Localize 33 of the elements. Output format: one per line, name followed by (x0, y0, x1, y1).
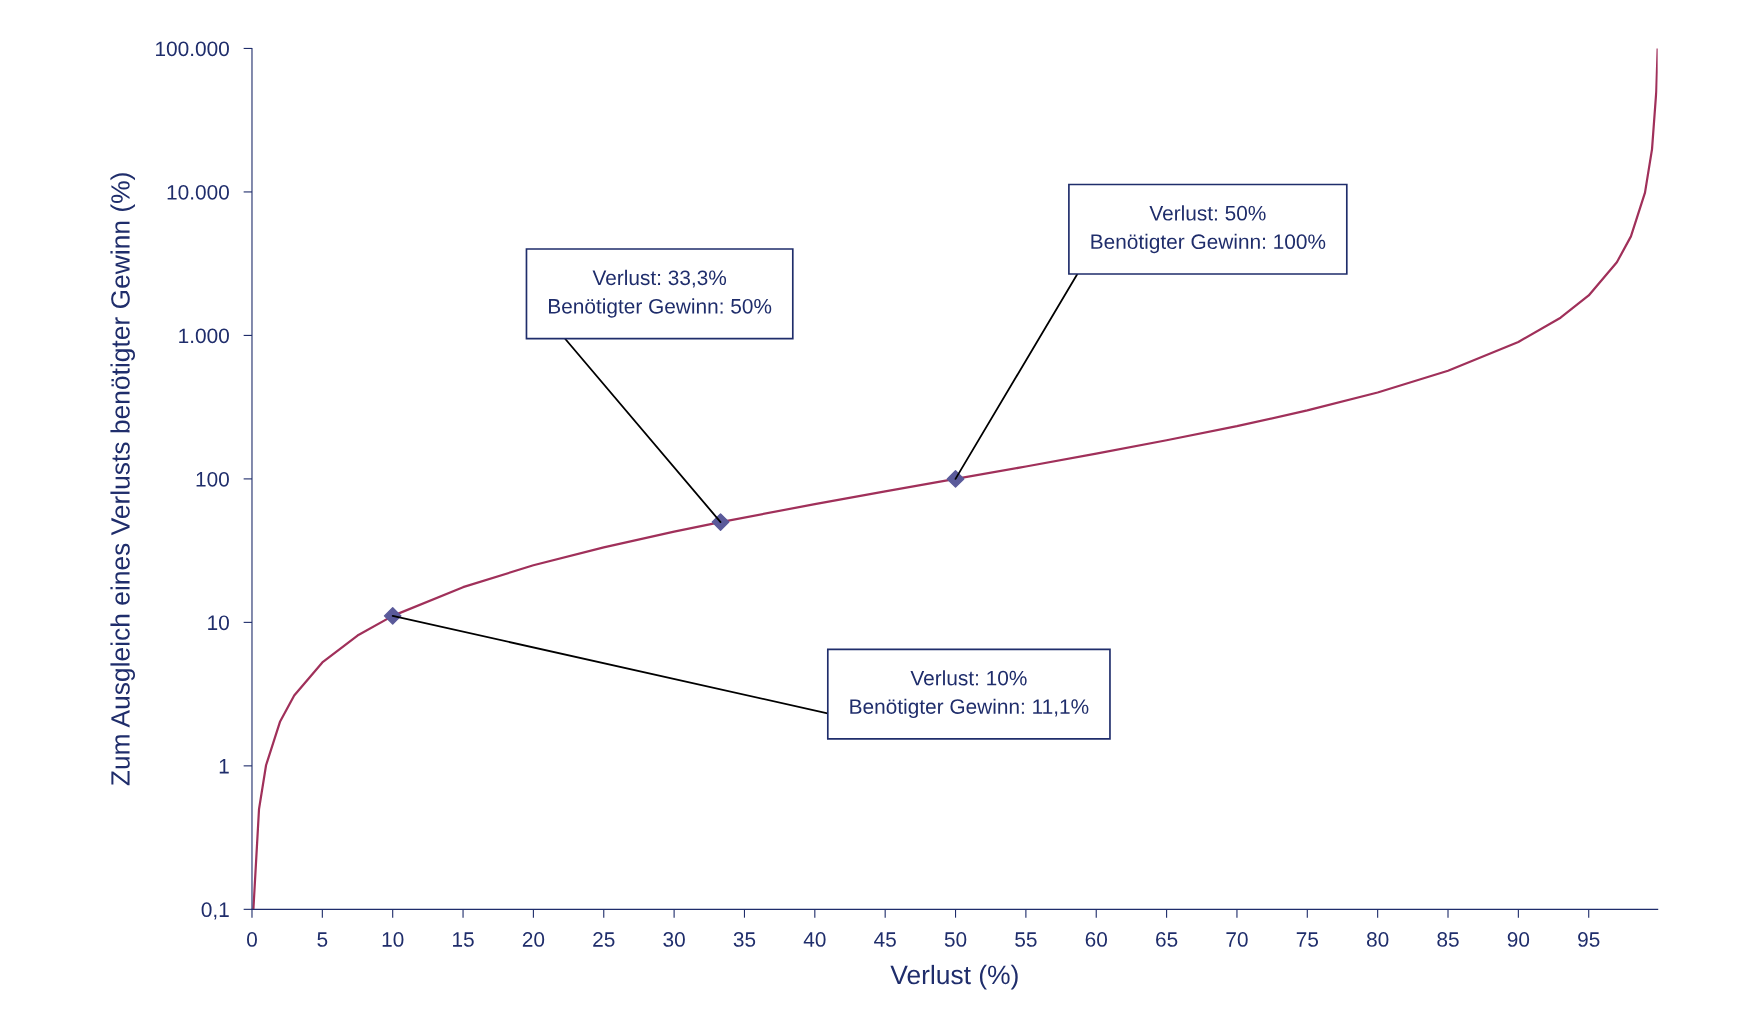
x-tick-label: 90 (1507, 932, 1530, 947)
x-tick-label: 80 (1366, 932, 1389, 947)
y-tick-label: 1 (219, 759, 229, 774)
x-axis-title: Verlust (%) (890, 964, 1018, 990)
x-tick-label: 40 (803, 932, 826, 947)
x-tick-label: 95 (1578, 932, 1600, 947)
x-tick-label: 75 (1296, 932, 1319, 947)
y-tick-label: 100.000 (156, 41, 229, 57)
x-tick-label: 0 (247, 932, 257, 947)
x-tick-label: 50 (944, 932, 967, 947)
x-tick-label: 65 (1156, 932, 1178, 947)
x-tick-label: 15 (453, 932, 474, 947)
annotation: Verlust: 50% Benötigter Gewinn: 100% (1091, 205, 1326, 254)
y-tick-label: 10 (208, 615, 229, 631)
y-tick-label: 0,1 (201, 902, 229, 920)
x-tick-label: 5 (317, 932, 328, 947)
x-tick-label: 10 (382, 932, 404, 947)
x-tick-label: 35 (733, 932, 756, 947)
x-tick-label: 20 (522, 932, 545, 947)
x-tick-label: 60 (1085, 932, 1108, 947)
annotation: Verlust: 10% Benötigter Gewinn: 11,1% (850, 670, 1089, 719)
x-tick-label: 30 (663, 932, 685, 947)
x-tick-label: 70 (1226, 932, 1248, 947)
y-tick-label: 1.000 (179, 328, 229, 344)
x-tick-label: 25 (593, 932, 615, 947)
point (383, 606, 402, 625)
x-tick-label: 55 (1015, 932, 1037, 947)
y-tick-label: 10.000 (167, 184, 229, 200)
y-tick-label: 100 (196, 471, 229, 487)
annotation: Verlust: 33,3% Benötigter Gewinn: 50% (549, 269, 772, 318)
y-axis-title: Zum Ausgleich eines Verlusts benötigter Gewinn (%) (110, 173, 136, 786)
x-tick-label: 85 (1437, 932, 1459, 947)
x-tick-label: 45 (874, 932, 896, 947)
